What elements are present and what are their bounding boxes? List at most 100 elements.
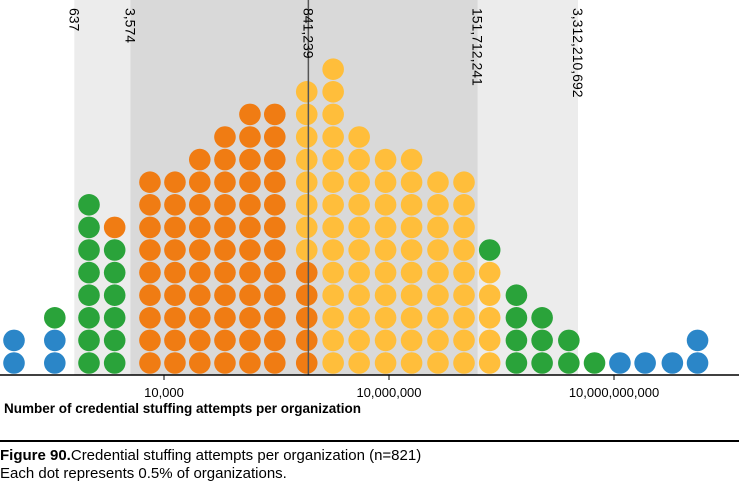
dot (214, 126, 236, 148)
dot (400, 194, 423, 216)
dot (164, 261, 186, 284)
dot (374, 352, 397, 374)
dot (214, 261, 236, 284)
dot (348, 329, 370, 352)
dot (427, 194, 449, 216)
dot (295, 81, 318, 103)
dot (322, 307, 344, 329)
dot (139, 261, 161, 284)
dot (558, 352, 580, 374)
dot (427, 216, 449, 239)
dot (139, 216, 161, 239)
dot (78, 239, 100, 261)
dot (78, 261, 100, 284)
dot (322, 329, 344, 352)
dot (400, 329, 423, 352)
dot (531, 352, 553, 374)
dot (322, 126, 344, 148)
dot (322, 261, 344, 284)
dot (374, 194, 397, 216)
dot (188, 171, 211, 193)
dot (263, 148, 286, 171)
dot-columns (3, 58, 709, 374)
figure-label: Figure 90. (0, 447, 71, 464)
dot (322, 103, 344, 126)
dot (374, 148, 397, 171)
dot (322, 148, 344, 171)
dot (686, 329, 709, 352)
dot (453, 307, 475, 329)
dot (295, 103, 318, 126)
dot (214, 171, 236, 193)
dot (478, 307, 501, 329)
dot (295, 307, 318, 329)
x-tick-label: 10,000 (144, 385, 184, 400)
dot (295, 126, 318, 148)
dot (505, 284, 528, 307)
dot (505, 352, 528, 374)
x-axis-title: Number of credential stuffing attempts p… (4, 401, 362, 416)
dot (164, 307, 186, 329)
dot (505, 307, 528, 329)
dot (348, 148, 370, 171)
dot (427, 352, 449, 374)
dot (400, 261, 423, 284)
figure-caption: Figure 90.Credential stuffing attempts p… (0, 447, 421, 483)
dot (531, 307, 553, 329)
dot (164, 352, 186, 374)
dot (103, 216, 126, 239)
dot (263, 307, 286, 329)
dot (583, 352, 606, 374)
dot (214, 352, 236, 374)
dot (188, 261, 211, 284)
dot (164, 171, 186, 193)
dot (263, 103, 286, 126)
dot (427, 171, 449, 193)
dot (295, 261, 318, 284)
x-tick-label: 10,000,000 (356, 385, 421, 400)
dot (103, 261, 126, 284)
dot (103, 307, 126, 329)
x-axis: 10,000 10,000,000 10,000,000,000 (0, 374, 739, 400)
dot-histogram-chart: 637 3,574 841,239 151,712,241 3,312,210,692 … (0, 0, 739, 400)
dot (188, 307, 211, 329)
figure-note: Each dot represents 0.5% of organization… (0, 465, 287, 482)
dot (427, 261, 449, 284)
dot (427, 307, 449, 329)
dot (295, 171, 318, 193)
dot (139, 284, 161, 307)
dot (348, 352, 370, 374)
dot (103, 284, 126, 307)
dot (295, 216, 318, 239)
dot (139, 329, 161, 352)
dot (78, 329, 100, 352)
dot (634, 352, 656, 374)
dot (427, 239, 449, 261)
dot (78, 284, 100, 307)
dot (400, 352, 423, 374)
dot (239, 194, 261, 216)
dot (478, 261, 501, 284)
dot (661, 352, 684, 374)
dot (609, 352, 631, 374)
dot (263, 239, 286, 261)
dot (295, 148, 318, 171)
dot (239, 103, 261, 126)
dot (103, 329, 126, 352)
dot (214, 239, 236, 261)
dot (427, 284, 449, 307)
dot (348, 307, 370, 329)
dot (139, 307, 161, 329)
dot (478, 239, 501, 261)
dot (188, 148, 211, 171)
dot (263, 171, 286, 193)
dot (453, 216, 475, 239)
dot (239, 216, 261, 239)
dot (239, 352, 261, 374)
dot (478, 284, 501, 307)
dot (164, 284, 186, 307)
dot (453, 171, 475, 193)
dot (478, 352, 501, 374)
dot (263, 261, 286, 284)
dot (348, 261, 370, 284)
